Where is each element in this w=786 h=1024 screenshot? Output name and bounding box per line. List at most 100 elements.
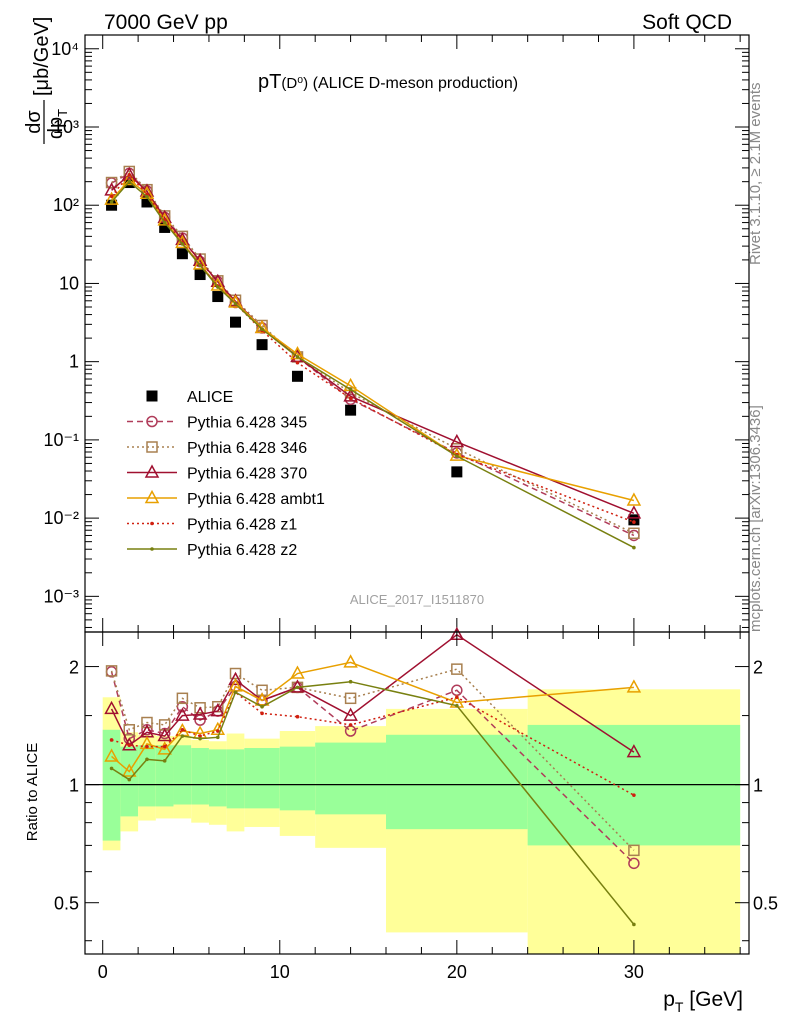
data-point — [632, 545, 636, 550]
y-tick-label: 10 — [59, 273, 79, 293]
ratio-point — [210, 703, 226, 717]
series-pythia-6-428-ambt1 — [104, 171, 642, 506]
data-point — [230, 316, 242, 328]
inner-uncertainty-band — [315, 742, 387, 815]
main-plot-panel: 10⁻³ 10⁻² 10⁻¹ 1 10 10² 10³ 10⁴ pT(D⁰) (ALICE D… — [23, 17, 750, 633]
ratio-series-pythia-6-428-346 — [105, 663, 640, 857]
ratio-point — [216, 729, 220, 733]
y-axis-label-numerator: dσ — [23, 110, 45, 134]
chart-title-main: pT — [258, 71, 281, 93]
data-point — [159, 221, 171, 233]
ratio-y-tick-label: 0.5 — [54, 894, 79, 914]
ratio-point — [198, 734, 202, 738]
legend-marker — [144, 489, 160, 504]
ratio-point — [628, 844, 640, 857]
data-point — [105, 176, 118, 189]
data-point — [449, 433, 465, 448]
ratio-series-pythia-6-428-370 — [104, 626, 642, 758]
ratio-point — [348, 679, 353, 684]
ratio-point — [104, 748, 119, 762]
ratio-point — [157, 727, 172, 742]
x-tick-label: 0 — [98, 962, 108, 982]
ratio-point — [145, 744, 149, 749]
ratio-point — [632, 922, 636, 927]
legend-label: ALICE — [187, 389, 233, 406]
ratio-point — [157, 741, 172, 755]
legend-label: Pythia 6.428 346 — [187, 440, 307, 457]
data-point — [175, 234, 190, 249]
ratio-series-layer — [104, 626, 642, 927]
chart-title-rest: (ALICE D-meson production) — [308, 75, 518, 92]
ratio-point — [109, 766, 114, 771]
inner-uncertainty-band — [138, 745, 156, 807]
legend-marker — [144, 464, 160, 478]
y-axis-label-denominator: dpT — [45, 109, 70, 139]
source-label: mcplots.cern.ch [arXiv:1306.3436] — [747, 405, 764, 632]
data-point — [628, 514, 640, 526]
series-pythia-6-428-345 — [105, 167, 640, 542]
ratio-point — [343, 707, 358, 721]
ratio-point — [260, 704, 264, 709]
y-tick-label: 10⁻³ — [43, 586, 79, 606]
legend-label: Pythia 6.428 ambt1 — [187, 491, 325, 508]
inner-uncertainty-band — [279, 746, 316, 811]
ratio-series-pythia-6-428-z2 — [109, 679, 636, 927]
ratio-point — [198, 736, 202, 741]
data-point — [451, 466, 463, 478]
category-label: Soft QCD — [642, 11, 732, 34]
ratio-point — [192, 706, 208, 720]
rivet-label: Rivet 3.1.10, ≥ 2.1M events — [747, 83, 764, 266]
data-point — [216, 285, 220, 289]
data-point — [162, 220, 167, 225]
series-line — [111, 173, 635, 515]
ratio-y-tick-label-right: 1 — [753, 776, 763, 796]
ratio-point — [632, 793, 636, 797]
ratio-point — [343, 654, 358, 668]
data-point — [295, 360, 300, 365]
data-point — [127, 172, 132, 177]
data-point — [180, 242, 185, 246]
ratio-point — [254, 692, 270, 706]
ratio-uncertainty-bands — [85, 689, 749, 954]
ratio-point — [260, 711, 264, 716]
ratio-point — [348, 723, 353, 727]
y-tick-label: 10⁻¹ — [43, 430, 79, 450]
y-tick-label: 10³ — [53, 117, 79, 137]
ratio-axes: 0.5 0.51 12 20 10 20 30 — [54, 632, 778, 982]
ratio-point — [194, 702, 206, 714]
ratio-point — [175, 707, 190, 721]
ratio-y-tick-label: 2 — [69, 658, 79, 678]
ratio-y-tick-label-right: 0.5 — [753, 894, 778, 914]
data-point — [194, 269, 206, 281]
main-axes: 10⁻³ 10⁻² 10⁻¹ 1 10 10² 10³ 10⁴ — [43, 35, 749, 632]
legend-entry: Pythia 6.428 345 — [127, 415, 307, 432]
legend-label: Pythia 6.428 z2 — [187, 542, 297, 559]
inner-uncertainty-band — [120, 746, 139, 817]
ratio-point — [105, 665, 118, 677]
y-tick-label: 10² — [53, 195, 79, 215]
data-point — [343, 388, 358, 402]
data-point — [455, 454, 459, 458]
legend-marker — [150, 547, 154, 551]
ratio-point — [295, 714, 300, 719]
y-tick-label: 10⁻² — [43, 508, 79, 528]
series-pythia-6-428-z2 — [109, 179, 636, 550]
legend-marker — [150, 521, 154, 526]
ratio-plot-frame — [84, 631, 750, 955]
x-axis-label: pT [GeV] — [663, 988, 743, 1015]
x-tick-label: 20 — [447, 962, 467, 982]
data-point — [291, 370, 303, 382]
data-point — [626, 492, 642, 506]
ratio-point — [628, 857, 640, 870]
ratio-y-tick-label-right: 2 — [753, 658, 763, 678]
data-point — [192, 256, 208, 270]
data-point — [145, 195, 149, 199]
legend-entry: Pythia 6.428 z2 — [127, 542, 297, 559]
data-point — [106, 199, 118, 211]
ratio-point — [109, 738, 114, 742]
y-tick-label: 1 — [69, 352, 79, 372]
data-point — [348, 387, 353, 392]
ratio-point — [455, 703, 459, 708]
legend-label: Pythia 6.428 370 — [187, 466, 307, 483]
ratio-point — [104, 700, 119, 715]
